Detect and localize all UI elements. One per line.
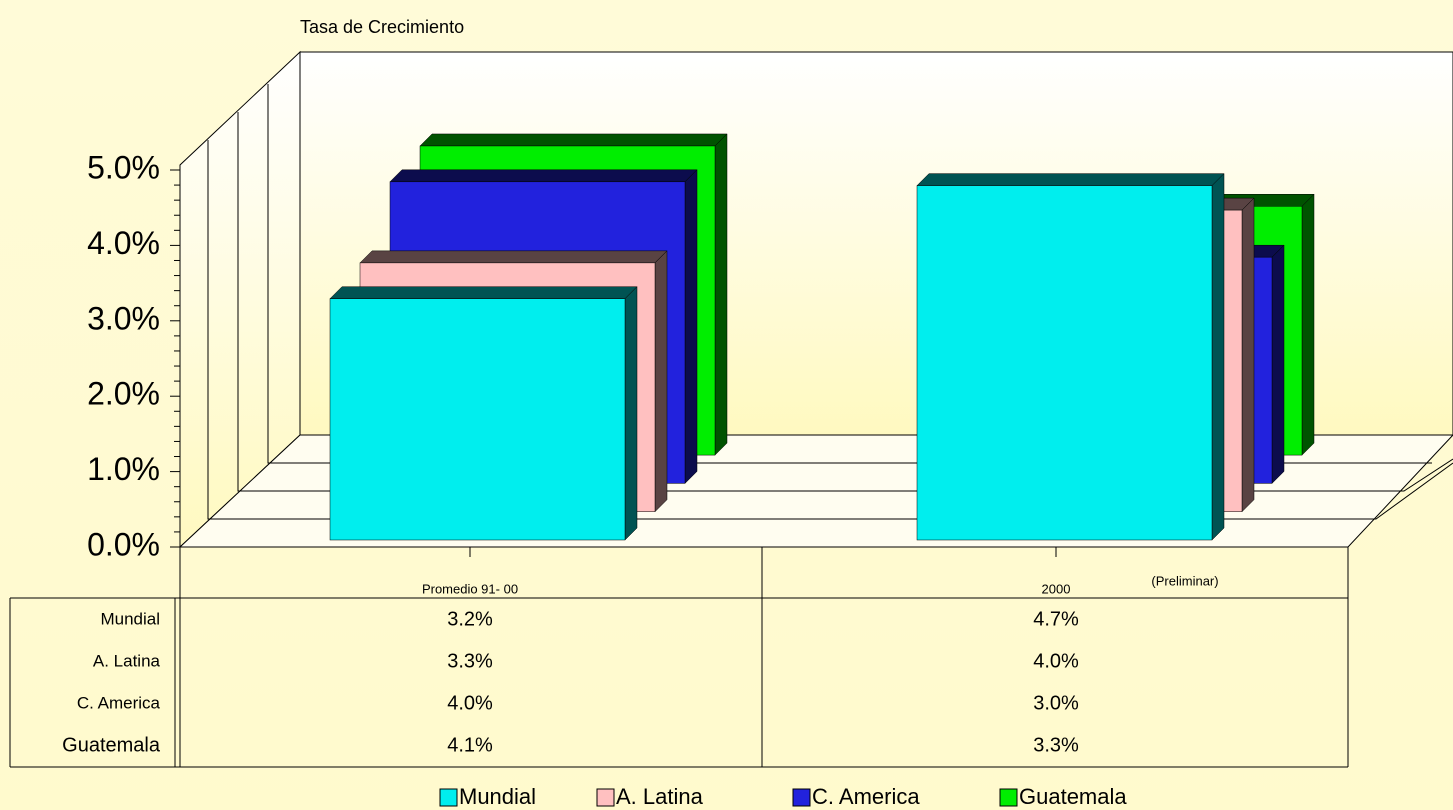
table-value: 4.0% xyxy=(1033,650,1079,672)
legend-label: Mundial xyxy=(459,784,536,809)
bar-side xyxy=(714,133,728,456)
legend-swatch xyxy=(596,788,615,807)
y-tick-label: 3.0% xyxy=(87,300,160,336)
bar-side xyxy=(684,169,698,485)
legend-label: C. America xyxy=(812,784,920,809)
table-row-label: C. America xyxy=(77,693,161,712)
bar-top xyxy=(359,250,668,264)
legend-label: Guatemala xyxy=(1019,784,1127,809)
table-row-label: Mundial xyxy=(100,609,160,628)
table-row-label: Guatemala xyxy=(62,734,161,756)
y-tick-label: 2.0% xyxy=(87,376,160,412)
bar-side xyxy=(1271,244,1285,485)
bar-side xyxy=(1241,197,1255,513)
bar-side xyxy=(624,286,638,541)
y-tick-label: 0.0% xyxy=(87,526,160,562)
legend-label: A. Latina xyxy=(616,784,704,809)
table-value: 3.0% xyxy=(1033,692,1079,714)
y-tick-label: 1.0% xyxy=(87,451,160,487)
bar-top xyxy=(329,286,638,299)
bar-top xyxy=(916,173,1225,186)
bar-top xyxy=(419,133,728,147)
x-tick-label: 2000 xyxy=(1042,581,1071,596)
bar-side xyxy=(1211,173,1225,541)
bar-side xyxy=(1301,193,1315,456)
bar xyxy=(329,286,638,541)
legend-swatch xyxy=(792,788,811,807)
table-value: 3.2% xyxy=(447,608,493,630)
table-row-label: A. Latina xyxy=(93,651,161,670)
legend-swatch xyxy=(999,788,1018,807)
table-lines xyxy=(9,547,1349,768)
bar-front xyxy=(329,298,626,541)
y-tick-label: 5.0% xyxy=(87,149,160,185)
table-value: 3.3% xyxy=(447,650,493,672)
bar-front xyxy=(916,185,1213,541)
y-tick-label: 4.0% xyxy=(87,225,160,261)
table-value: 4.1% xyxy=(447,734,493,756)
bar-top xyxy=(389,169,698,183)
legend-swatch xyxy=(439,788,458,807)
bar-side xyxy=(654,250,668,513)
table-value: 4.0% xyxy=(447,692,493,714)
table-value: 3.3% xyxy=(1033,734,1079,756)
chart-title: Tasa de Crecimiento xyxy=(300,17,464,37)
x-tick-label: Promedio 91- 00 xyxy=(422,581,518,596)
table-value: 4.7% xyxy=(1033,608,1079,630)
annotation: (Preliminar) xyxy=(1151,573,1218,588)
bar xyxy=(916,173,1225,541)
